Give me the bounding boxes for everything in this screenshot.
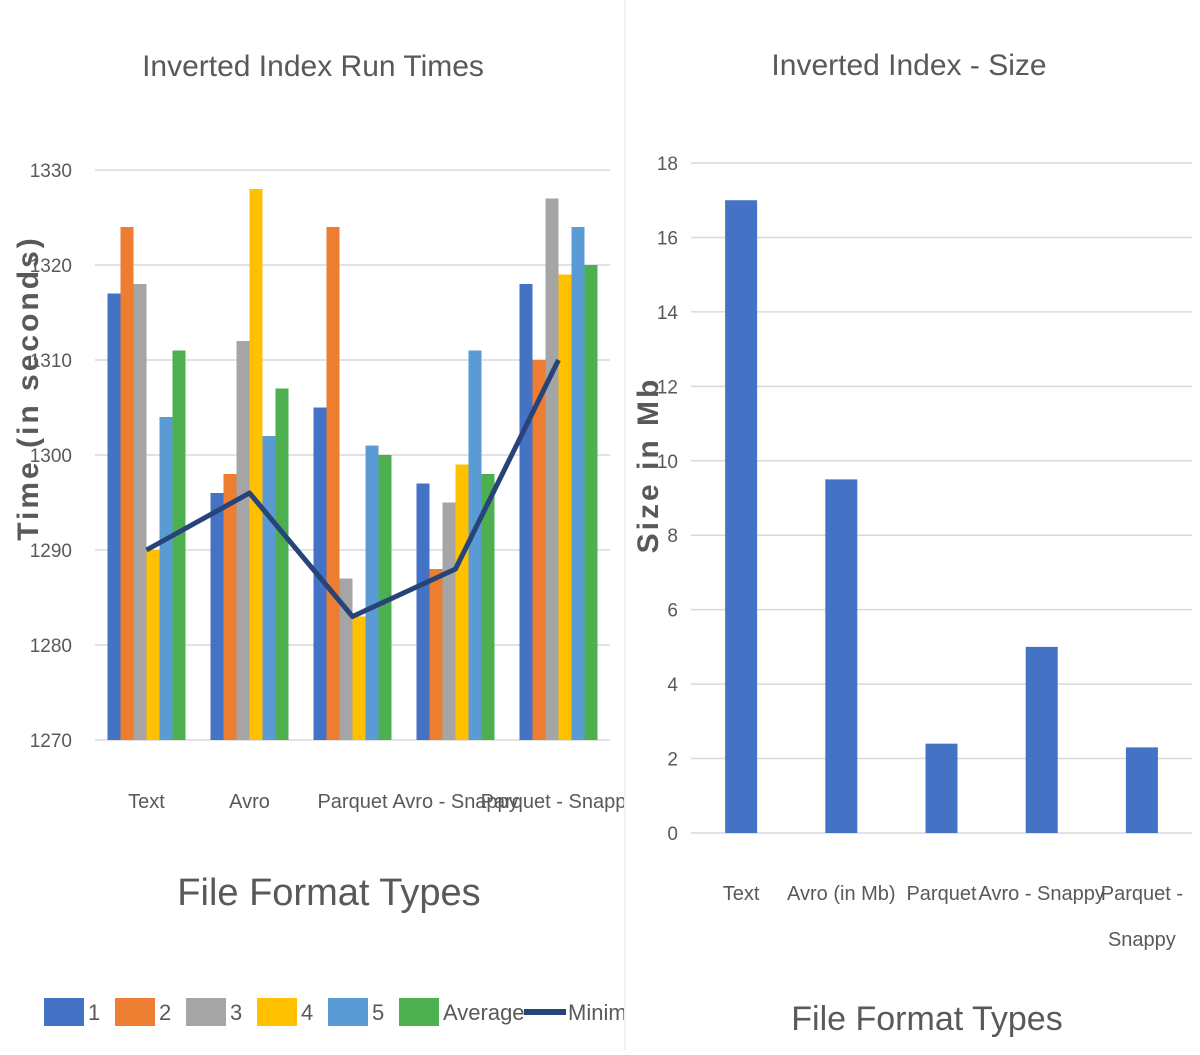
bar-4 — [455, 464, 469, 740]
legend-swatch — [328, 998, 368, 1026]
bar-average — [481, 474, 495, 740]
legend-label: 1 — [88, 1000, 100, 1025]
bar-2 — [223, 474, 237, 740]
size-chart-panel: Inverted Index - Size 0 2 4 6 8 10 12 14 16 18 Te… — [626, 0, 1200, 1050]
y-tick-label: 1280 — [30, 636, 72, 657]
y-tick-label: 1290 — [30, 541, 72, 562]
bar-4 — [352, 616, 366, 740]
x-tick-label: Text — [723, 883, 760, 905]
bar-5 — [159, 417, 173, 740]
bar-1 — [107, 293, 121, 740]
y-tick-label: 1310 — [30, 351, 72, 372]
y-tick-label: 1330 — [30, 161, 72, 182]
x-tick-label: Text — [128, 791, 165, 813]
bar-5 — [365, 445, 379, 740]
legend-swatch — [44, 998, 84, 1026]
bar-series — [725, 200, 1158, 833]
chart-title: Inverted Index - Size — [771, 49, 1046, 82]
x-tick-label: Avro - Snappy — [979, 883, 1105, 905]
bar-average — [275, 388, 289, 740]
y-tick-label: 12 — [657, 377, 678, 398]
bar-5 — [571, 227, 585, 740]
y-axis-label: Time (in seconds) — [12, 235, 45, 541]
y-tick-label: 0 — [667, 824, 678, 845]
legend-label: 5 — [372, 1000, 384, 1025]
y-tick-label: 4 — [667, 675, 678, 696]
run-times-chart: Inverted Index Run Times 1270 1280 1290 130… — [12, 50, 657, 1026]
y-tick-label: 1300 — [30, 446, 72, 467]
x-tick-label: Parquet — [906, 883, 976, 905]
x-axis-label: File Format Types — [791, 1000, 1062, 1038]
minimum-line-series — [145, 358, 561, 619]
bar-1 — [416, 483, 430, 740]
bar-average — [584, 265, 598, 740]
y-axis-ticks: 0 2 4 6 8 10 12 14 16 18 — [657, 154, 679, 845]
x-axis-label: File Format Types — [177, 872, 480, 914]
legend-label: 3 — [230, 1000, 242, 1025]
y-axis-ticks: 1270 1280 1290 1300 1310 1320 1330 — [30, 161, 72, 752]
bar-3 — [545, 198, 559, 740]
y-tick-label: 1270 — [30, 731, 72, 752]
bar-4 — [249, 189, 263, 740]
legend-swatch — [399, 998, 439, 1026]
panel-divider — [624, 0, 626, 1050]
bar-3 — [442, 502, 456, 740]
bar — [925, 743, 958, 833]
y-axis-label: Size in Mb — [632, 377, 665, 554]
x-axis-ticks: Text Avro (in Mb) Parquet Avro - SnappyParq… — [723, 883, 1183, 951]
x-tick-label: Avro - Snappy — [392, 791, 518, 813]
x-tick-label: Parquet — [317, 791, 387, 813]
bar-average — [172, 350, 186, 740]
bar-average — [378, 455, 392, 740]
run-times-chart-panel: Inverted Index Run Times 1270 1280 1290 130… — [12, 50, 658, 1026]
y-tick-label: 2 — [667, 750, 678, 771]
legend-swatch — [257, 998, 297, 1026]
y-tick-label: 10 — [657, 452, 678, 473]
bar-1 — [519, 284, 533, 740]
bar — [725, 200, 758, 833]
bar — [1025, 646, 1058, 833]
bar-2 — [326, 227, 340, 740]
x-tick-label-line: Parquet - — [1101, 883, 1183, 905]
x-tick-label: Parquet - Snappy — [1101, 883, 1183, 951]
x-tick-label: Avro — [229, 791, 270, 813]
bar — [1125, 747, 1158, 833]
y-tick-label: 16 — [657, 228, 678, 249]
line-minimum — [145, 358, 561, 619]
bar-4 — [558, 274, 572, 740]
y-tick-label: 1320 — [30, 256, 72, 277]
legend-swatch — [115, 998, 155, 1026]
x-tick-label: Parquet - Snappy — [481, 791, 624, 813]
x-tick-label: Avro (in Mb) — [787, 883, 896, 905]
y-tick-label: 6 — [667, 601, 678, 622]
gridlines — [691, 162, 1192, 834]
y-tick-label: 14 — [657, 303, 679, 324]
legend-label: Minimum — [568, 1000, 624, 1025]
x-tick-label-line: Snappy — [1108, 929, 1176, 951]
bar-3 — [133, 284, 147, 740]
legend-label: Average — [443, 1000, 525, 1025]
bar-3 — [339, 578, 353, 740]
y-tick-label: 18 — [657, 154, 678, 175]
legend-label: 4 — [301, 1000, 313, 1025]
bar-3 — [236, 341, 250, 740]
bar-2 — [120, 227, 134, 740]
bar-5 — [262, 436, 276, 740]
bar-series — [107, 189, 598, 740]
bar-4 — [146, 550, 160, 740]
legend: 1 2 3 4 5 Average Minimum — [44, 998, 657, 1026]
chart-title: Inverted Index Run Times — [142, 50, 484, 83]
bar-2 — [532, 360, 546, 740]
bar-1 — [210, 493, 224, 740]
bar-2 — [429, 569, 443, 740]
size-chart: Inverted Index - Size 0 2 4 6 8 10 12 14 16 18 Te… — [632, 49, 1192, 1038]
y-tick-label: 8 — [667, 526, 678, 547]
legend-label: 2 — [159, 1000, 171, 1025]
bar-5 — [468, 350, 482, 740]
bar — [825, 479, 858, 833]
legend-swatch — [186, 998, 226, 1026]
